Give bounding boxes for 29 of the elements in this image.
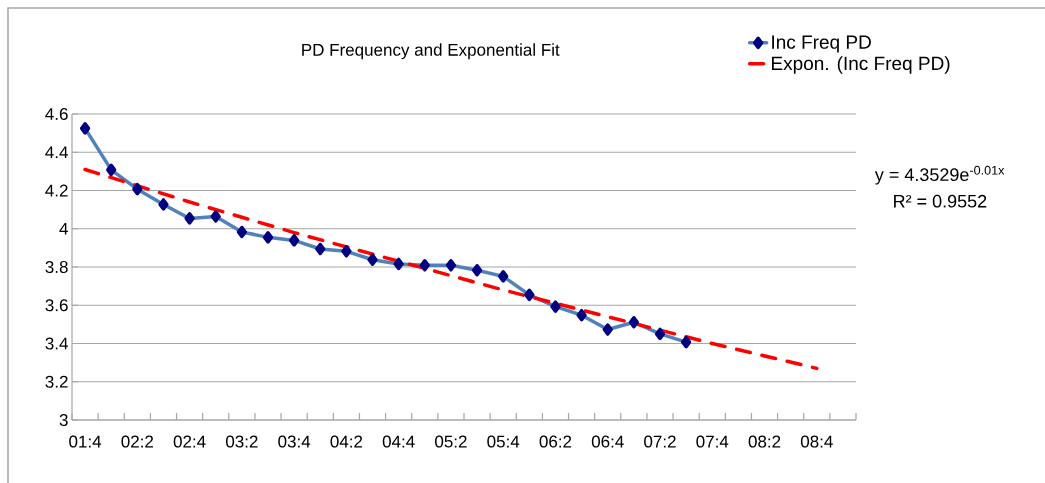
x-tick-label: 06:2: [539, 435, 572, 448]
x-tick-label: 02:4: [173, 435, 206, 448]
x-tick-label: 05:2: [435, 435, 467, 448]
x-tick-label: 07:2: [644, 435, 676, 448]
text: R² = 0.9552: [894, 194, 987, 208]
x-tick-label: 03:2: [225, 435, 258, 448]
y-tick-label: 3.4: [45, 337, 68, 350]
y-tick-label: 3.8: [45, 260, 68, 274]
x-tick-label: 08:4: [800, 435, 833, 448]
x-tick-label: 07:4: [696, 435, 729, 448]
x-tick-label: 06:4: [591, 435, 624, 448]
x-tick-label: 08:2: [748, 435, 781, 448]
x-tick-label: 03:4: [278, 435, 311, 448]
y-tick-label: 4.4: [45, 146, 68, 159]
x-tick-label: 04:2: [330, 435, 363, 448]
chart-title: PD Frequency and Exponential Fit: [302, 43, 560, 60]
x-tick-label: 01:4: [69, 435, 102, 448]
y-tick-label: 4: [59, 222, 68, 235]
y-tick-label: 3: [59, 413, 68, 427]
text: y = 4.3529e$^{-0.01x}$: [874, 165, 1005, 185]
y-tick-label: 3.2: [45, 375, 68, 388]
x-tick-label: 02:2: [121, 435, 154, 448]
y-tick-label: 4.6: [45, 107, 68, 121]
y-tick-label: 3.6: [45, 299, 68, 312]
y-tick-label: 4.2: [45, 184, 68, 197]
x-tick-label: 04:4: [382, 435, 415, 448]
legend-label: Expon. (Inc Freq PD): [772, 56, 950, 74]
legend-label: Inc Freq PD: [772, 35, 871, 53]
x-tick-label: 05:4: [487, 435, 520, 448]
